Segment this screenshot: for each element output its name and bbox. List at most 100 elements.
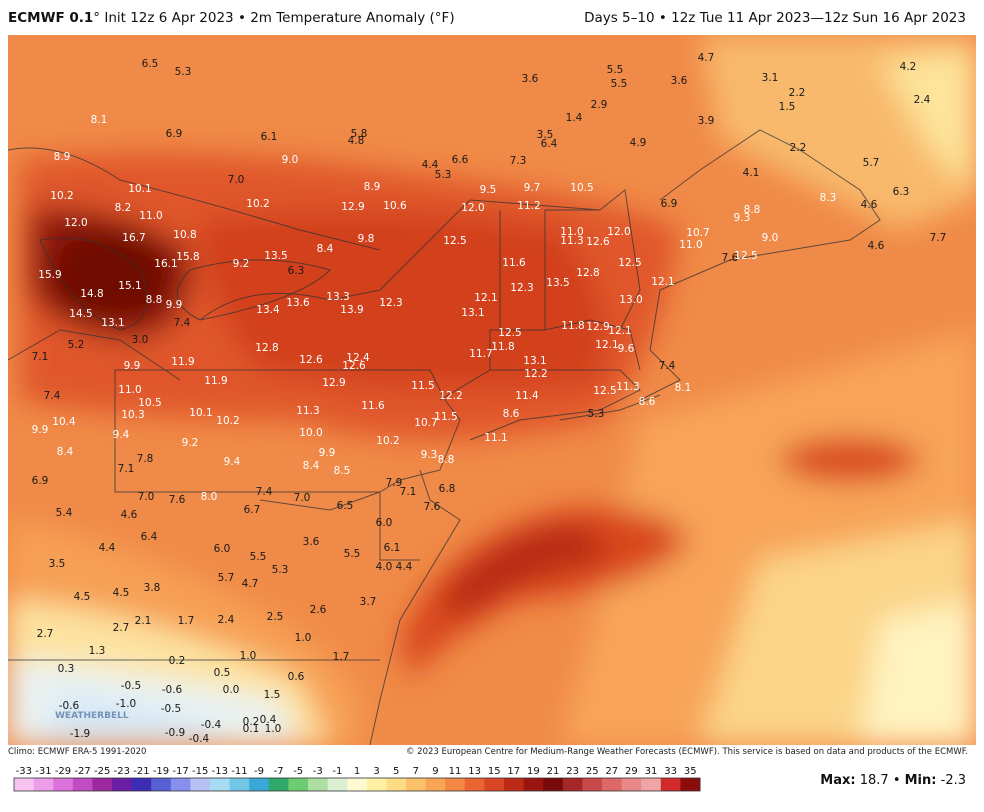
anomaly-label: 16.7 (122, 232, 145, 244)
anomaly-label: 13.1 (461, 307, 484, 319)
anomaly-label: 10.2 (376, 435, 399, 447)
anomaly-label: 5.2 (68, 339, 85, 351)
anomaly-label: 14.8 (80, 288, 103, 300)
max-value: 18.7 (860, 773, 889, 788)
anomaly-label: 9.9 (32, 424, 49, 436)
anomaly-label: 11.0 (118, 384, 141, 396)
anomaly-label: 15.8 (176, 251, 199, 263)
anomaly-label: 7.1 (118, 463, 135, 475)
anomaly-label: -0.4 (201, 719, 222, 731)
colorbar-label: 35 (684, 766, 697, 777)
anomaly-label: 6.3 (893, 186, 910, 198)
anomaly-label: 12.1 (608, 325, 631, 337)
anomaly-label: 8.6 (503, 408, 520, 420)
anomaly-label: 11.5 (434, 411, 457, 423)
anomaly-label: 9.0 (762, 232, 779, 244)
anomaly-label: 0.5 (214, 667, 231, 679)
anomaly-label: 5.4 (56, 507, 73, 519)
anomaly-label: 8.4 (317, 243, 334, 255)
anomaly-label: 6.8 (439, 483, 456, 495)
colorbar-label: -21 (133, 766, 149, 777)
colorbar-label: -9 (254, 766, 264, 777)
copyright: © 2023 European Centre for Medium-Range … (406, 747, 968, 757)
anomaly-label: 6.4 (141, 531, 158, 543)
anomaly-label: 5.5 (344, 548, 361, 560)
separator: • (893, 773, 901, 788)
anomaly-label: 11.8 (561, 320, 584, 332)
anomaly-label: 6.0 (376, 517, 393, 529)
anomaly-label: 2.9 (591, 99, 608, 111)
colorbar-label: 7 (413, 766, 419, 777)
anomaly-label: 11.3 (616, 381, 639, 393)
colorbar-swatch (112, 778, 133, 791)
anomaly-label: 8.5 (334, 465, 351, 477)
anomaly-label: 4.9 (630, 137, 647, 149)
colorbar-label: 21 (547, 766, 560, 777)
anomaly-label: 5.3 (435, 169, 452, 181)
colorbar-swatch (14, 778, 35, 791)
anomaly-label: 1.5 (264, 689, 281, 701)
anomaly-label: 11.7 (469, 348, 492, 360)
colorbar-swatch (386, 778, 407, 791)
anomaly-label: 10.5 (570, 182, 593, 194)
anomaly-label: 12.8 (576, 267, 599, 279)
colorbar-swatch (288, 778, 309, 791)
colorbar-label: -33 (16, 766, 32, 777)
anomaly-label: 11.4 (515, 390, 539, 402)
max-label: Max: (820, 773, 855, 788)
anomaly-label: 6.5 (337, 500, 354, 512)
anomaly-label: 8.2 (115, 202, 132, 214)
colorbar-swatch (131, 778, 152, 791)
anomaly-label: 8.8 (744, 204, 761, 216)
anomaly-label: 10.4 (52, 416, 76, 428)
colorbar-label: -3 (313, 766, 323, 777)
colorbar-swatch (484, 778, 505, 791)
colorbar-label: -23 (114, 766, 130, 777)
colorbar-label: 3 (373, 766, 379, 777)
anomaly-label: 4.1 (743, 167, 760, 179)
header-period: Days 5–10 • 12z Tue 11 Apr 2023—12z Sun … (584, 10, 966, 26)
min-label: Min: (905, 773, 937, 788)
anomaly-label: 11.6 (361, 400, 385, 412)
anomaly-label: 3.6 (671, 75, 688, 87)
anomaly-label: 4.6 (868, 240, 885, 252)
anomaly-label: 5.7 (218, 572, 235, 584)
anomaly-label: 11.3 (296, 405, 319, 417)
anomaly-label: 4.4 (99, 542, 116, 554)
colorbar-label: -29 (55, 766, 71, 777)
anomaly-label: 10.3 (121, 409, 144, 421)
anomaly-label: 13.5 (546, 277, 569, 289)
anomaly-label: 7.6 (169, 494, 186, 506)
anomaly-label: 11.1 (484, 432, 507, 444)
anomaly-label: 11.0 (679, 239, 702, 251)
anomaly-label: 2.4 (914, 94, 931, 106)
anomaly-label: 0.6 (288, 671, 305, 683)
colorbar-label: 9 (432, 766, 438, 777)
colorbar-swatch (406, 778, 427, 791)
anomaly-label: 8.0 (201, 491, 218, 503)
anomaly-label: 15.9 (38, 269, 61, 281)
anomaly-label: 2.2 (789, 87, 806, 99)
anomaly-label: 7.6 (722, 252, 739, 264)
anomaly-label: 13.3 (326, 291, 349, 303)
anomaly-label: 10.2 (246, 198, 269, 210)
anomaly-label: 10.0 (299, 427, 322, 439)
anomaly-label: 8.1 (91, 114, 108, 126)
anomaly-label: 9.9 (166, 299, 183, 311)
anomaly-label: 4.4 (396, 561, 413, 573)
anomaly-label: 5.5 (607, 64, 624, 76)
anomaly-label: 8.4 (57, 446, 74, 458)
anomaly-label: -0.5 (161, 703, 182, 715)
anomaly-label: 0.0 (223, 684, 240, 696)
colorbar-label: 27 (605, 766, 618, 777)
anomaly-label: 9.7 (524, 182, 541, 194)
anomaly-label: 9.3 (734, 212, 751, 224)
anomaly-label: 7.9 (386, 477, 403, 489)
anomaly-label: 1.3 (89, 645, 106, 657)
anomaly-label: 5.3 (272, 564, 289, 576)
colorbar-label: -25 (94, 766, 110, 777)
anomaly-label: 7.0 (138, 491, 155, 503)
anomaly-label: 7.3 (510, 155, 527, 167)
anomaly-label: 3.9 (698, 115, 715, 127)
anomaly-label: 7.7 (930, 232, 947, 244)
